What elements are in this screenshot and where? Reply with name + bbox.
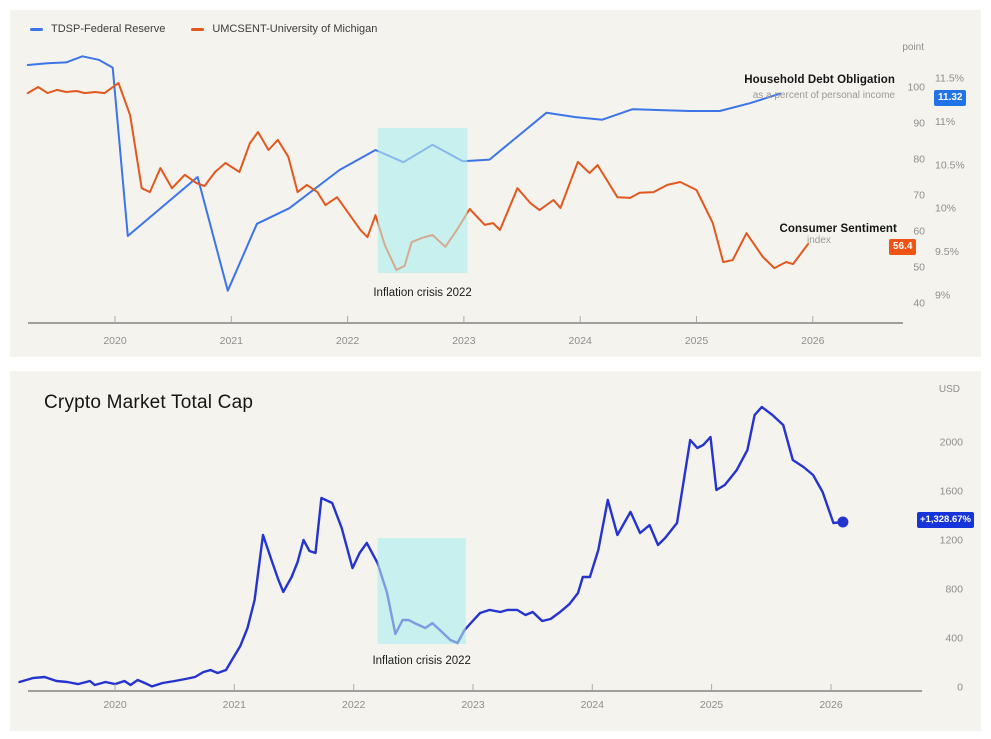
sentiment-last-value-badge: 56.4 — [889, 239, 917, 255]
usd-axis-unit-label: USD — [938, 384, 960, 395]
tdsp-swatch — [30, 27, 43, 31]
point-axis-unit-label: point — [902, 42, 924, 53]
legend-label-umcsent: UMCSENT-University of Michigan — [212, 23, 378, 35]
chart-legend: TDSP-Federal Reserve UMCSENT-University … — [30, 23, 377, 35]
crypto-change-badge: +1,328.67% — [917, 512, 974, 528]
debt-series-label: Household Debt Obligation as a percent o… — [744, 70, 895, 101]
crypto-chart-panel — [10, 371, 981, 731]
legend-item-tdsp[interactable]: TDSP-Federal Reserve — [30, 23, 165, 35]
legend-label-tdsp: TDSP-Federal Reserve — [51, 23, 166, 35]
legend-item-umcsent[interactable]: UMCSENT-University of Michigan — [191, 23, 377, 35]
chart-title: Crypto Market Total Cap — [44, 392, 254, 413]
debt-series-subtitle: as a percent of personal income — [752, 90, 895, 101]
sentiment-series-title: Consumer Sentiment — [779, 223, 897, 235]
debt-series-title: Household Debt Obligation — [744, 74, 895, 86]
debt-sentiment-chart-panel — [10, 10, 981, 357]
umcsent-swatch — [191, 27, 205, 31]
sentiment-series-subtitle: index — [807, 235, 831, 246]
debt-last-value-badge: 11.32 — [934, 90, 967, 106]
sentiment-series-label: Consumer Sentiment — [780, 219, 897, 237]
